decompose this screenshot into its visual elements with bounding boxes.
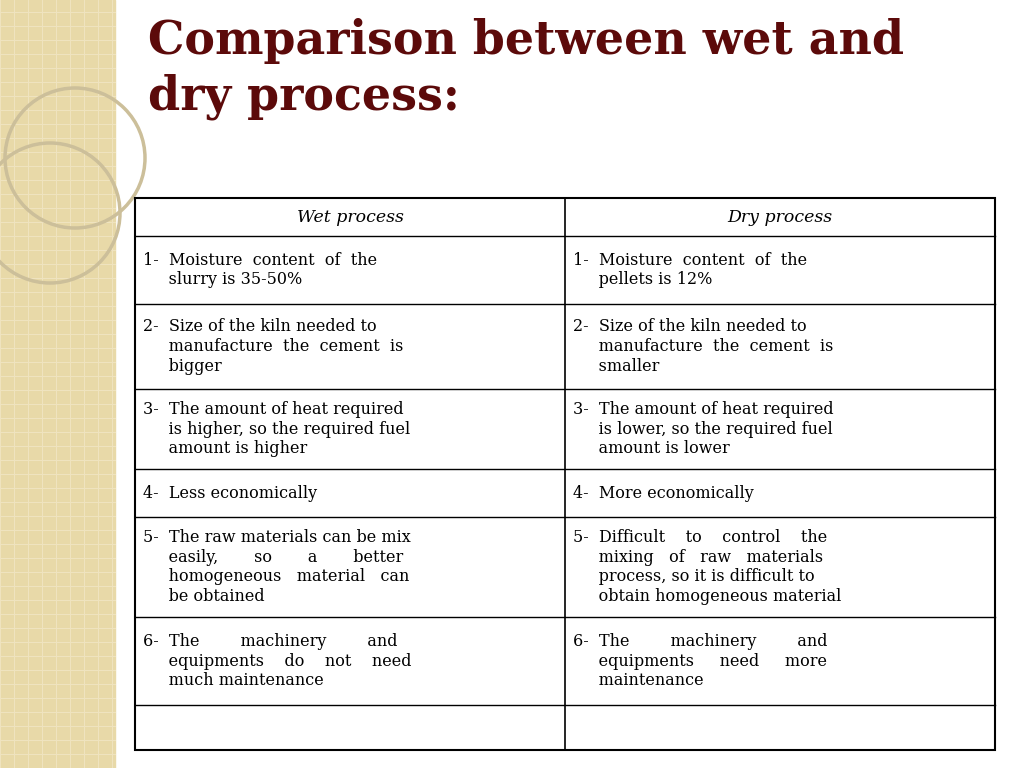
Text: Wet process: Wet process bbox=[297, 208, 403, 226]
Text: 1-  Moisture  content  of  the
     pellets is 12%: 1- Moisture content of the pellets is 12… bbox=[573, 252, 807, 288]
Text: 1-  Moisture  content  of  the
     slurry is 35-50%: 1- Moisture content of the slurry is 35-… bbox=[143, 252, 377, 288]
Bar bbox=[135, 198, 995, 750]
Text: 5-  The raw materials can be mix
     easily,       so       a       better
    : 5- The raw materials can be mix easily, … bbox=[143, 529, 411, 605]
Text: 4-  More economically: 4- More economically bbox=[573, 485, 754, 502]
Text: 2-  Size of the kiln needed to
     manufacture  the  cement  is
     smaller: 2- Size of the kiln needed to manufactur… bbox=[573, 319, 834, 375]
Bar bbox=[0, 0, 115, 768]
Text: Dry process: Dry process bbox=[727, 208, 833, 226]
Text: 6-  The        machinery        and
     equipments     need     more
     maint: 6- The machinery and equipments need mor… bbox=[573, 633, 827, 689]
Text: 3-  The amount of heat required
     is higher, so the required fuel
     amount: 3- The amount of heat required is higher… bbox=[143, 401, 411, 457]
Text: 3-  The amount of heat required
     is lower, so the required fuel
     amount : 3- The amount of heat required is lower,… bbox=[573, 401, 834, 457]
Text: 6-  The        machinery        and
     equipments    do    not    need
     mu: 6- The machinery and equipments do not n… bbox=[143, 633, 412, 689]
Text: 2-  Size of the kiln needed to
     manufacture  the  cement  is
     bigger: 2- Size of the kiln needed to manufactur… bbox=[143, 319, 403, 375]
Text: 4-  Less economically: 4- Less economically bbox=[143, 485, 317, 502]
Text: Comparison between wet and
dry process:: Comparison between wet and dry process: bbox=[148, 18, 904, 120]
Text: 5-  Difficult    to    control    the
     mixing   of   raw   materials
     pr: 5- Difficult to control the mixing of ra… bbox=[573, 529, 842, 605]
